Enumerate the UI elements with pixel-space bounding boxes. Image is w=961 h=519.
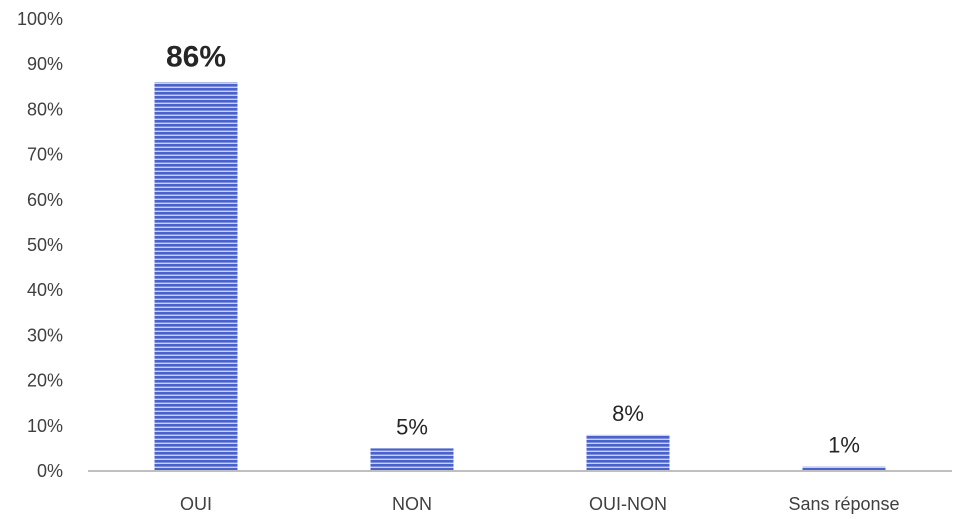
y-axis-ticks: 0% 10% 20% 30% 40% 50% 60% 70% 80% 90% 100% xyxy=(17,9,63,481)
bar xyxy=(586,434,670,471)
bars xyxy=(154,82,886,471)
y-tick-label: 90% xyxy=(27,54,63,74)
data-label: 5% xyxy=(396,414,428,439)
y-tick-label: 0% xyxy=(37,461,63,481)
category-label: Sans réponse xyxy=(788,494,899,514)
bar xyxy=(802,466,886,471)
category-label: OUI-NON xyxy=(589,494,667,514)
y-tick-label: 60% xyxy=(27,190,63,210)
y-tick-label: 40% xyxy=(27,280,63,300)
category-label: NON xyxy=(392,494,432,514)
category-label: OUI xyxy=(180,494,212,514)
y-tick-label: 80% xyxy=(27,99,63,119)
data-label: 1% xyxy=(828,432,860,457)
bar xyxy=(370,448,454,471)
data-label: 86% xyxy=(166,40,226,73)
y-tick-label: 100% xyxy=(17,9,63,29)
bar xyxy=(154,82,238,471)
y-tick-label: 20% xyxy=(27,371,63,391)
data-label: 8% xyxy=(612,401,644,426)
y-tick-label: 30% xyxy=(27,325,63,345)
data-labels: 86% 5% 8% 1% xyxy=(166,40,860,457)
y-tick-label: 10% xyxy=(27,416,63,436)
category-labels: OUI NON OUI-NON Sans réponse xyxy=(180,494,900,514)
y-tick-label: 70% xyxy=(27,145,63,165)
y-tick-label: 50% xyxy=(27,235,63,255)
